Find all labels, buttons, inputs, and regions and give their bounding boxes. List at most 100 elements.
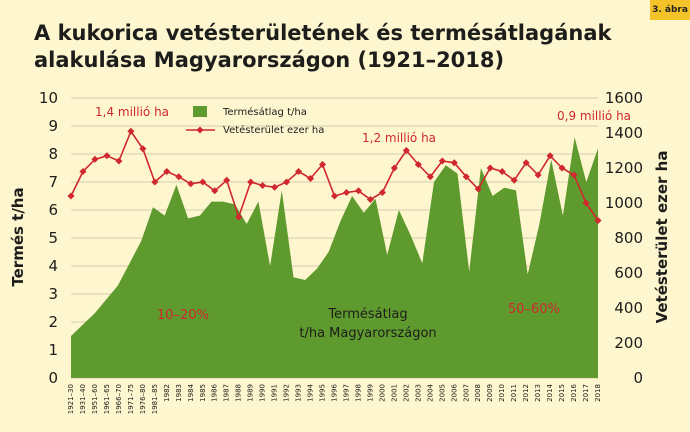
x-tick-label: 2000: [378, 384, 386, 402]
area-point: [91, 155, 99, 163]
x-tick-label: 2010: [498, 384, 506, 402]
area-point: [247, 178, 255, 186]
left-tick-label: 5: [48, 229, 58, 247]
area-point: [522, 159, 530, 167]
center-label-line-1: Termésátlag: [327, 307, 407, 322]
area-point: [235, 213, 243, 221]
x-tick-label: 1996: [331, 383, 339, 401]
x-tick-label: 2015: [558, 384, 566, 402]
area-point: [486, 164, 494, 172]
figure-label-badge: 3. ábra: [650, 0, 690, 20]
x-tick-label: 2014: [546, 383, 554, 401]
chart-title: A kukorica vetésterületének és termésátl…: [34, 20, 634, 74]
x-tick-label: 2004: [426, 383, 434, 401]
x-tick-label: 1984: [187, 383, 195, 401]
right-axis-ticks: 0 200 400 600 800 1000 1200 1400 1600: [605, 89, 643, 387]
area-point: [318, 160, 327, 169]
x-tick-label: 2016: [570, 383, 578, 401]
area-point: [534, 171, 542, 179]
area-point: [271, 183, 279, 191]
area-point: [594, 216, 602, 225]
right-tick-label: 0: [633, 369, 643, 387]
left-tick-label: 7: [48, 173, 58, 191]
x-tick-label: 2002: [402, 384, 410, 402]
x-tick-label: 1982: [163, 384, 171, 402]
area-point: [354, 187, 362, 195]
x-tick-label: 1966–70: [115, 384, 123, 414]
right-tick-label: 1400: [605, 124, 643, 142]
annotation-50-60-percent: 50–60%: [508, 302, 560, 317]
x-tick-label: 1993: [295, 384, 303, 402]
x-tick-label: 1961–65: [103, 384, 111, 414]
x-tick-label: 2001: [390, 384, 398, 402]
x-tick-label: 2013: [534, 384, 542, 402]
left-axis-ticks: 0 1 2 3 4 5 6 7 8 9 10: [39, 89, 58, 387]
legend-area-swatch: [193, 106, 207, 117]
annotation-1-2-million-ha: 1,2 millió ha: [362, 131, 436, 145]
area-point: [115, 157, 123, 165]
area-point: [163, 167, 171, 176]
legend-area-label: Termésátlag t/ha: [222, 106, 307, 118]
left-tick-label: 1: [48, 341, 58, 359]
x-tick-label: 1981–85: [151, 384, 159, 414]
x-tick-label: 1971–75: [127, 384, 135, 414]
area-point: [259, 181, 267, 190]
annotation-10-20-percent: 10–20%: [157, 308, 209, 323]
area-point: [390, 164, 398, 172]
legend-line-marker: [196, 126, 204, 134]
right-tick-label: 200: [614, 334, 643, 352]
area-point: [187, 180, 195, 188]
right-axis-title: Vetésterület ezer ha: [653, 151, 671, 324]
x-tick-label: 1998: [354, 384, 362, 402]
annotation-0-9-million-ha: 0,9 millió ha: [557, 109, 631, 123]
x-tick-label: 1987: [223, 384, 231, 402]
x-tick-label: 1976–80: [139, 384, 147, 414]
left-tick-label: 3: [48, 285, 58, 303]
x-tick-label: 1995: [319, 384, 327, 402]
x-tick-label: 2009: [486, 384, 494, 402]
area-point: [570, 171, 578, 179]
area-point: [211, 187, 219, 195]
area-point: [402, 146, 410, 155]
left-tick-label: 0: [48, 369, 58, 387]
area-point: [151, 178, 159, 186]
x-tick-label: 1999: [366, 384, 374, 402]
area-point: [462, 173, 470, 181]
x-tick-label: 1986: [211, 383, 219, 401]
area-point: [378, 188, 386, 197]
area-point: [546, 152, 554, 160]
area-point: [175, 173, 183, 181]
x-tick-label: 2011: [510, 384, 518, 402]
area-point: [558, 164, 566, 172]
x-tick-label: 1988: [235, 384, 243, 402]
right-tick-label: 1600: [605, 89, 643, 107]
yield-area: [71, 137, 598, 378]
x-tick-label: 1921–30: [67, 384, 75, 414]
left-tick-label: 9: [48, 117, 58, 135]
left-tick-label: 10: [39, 89, 58, 107]
area-point: [127, 127, 135, 135]
left-tick-label: 2: [48, 313, 58, 331]
x-tick-label: 2012: [522, 384, 530, 402]
area-point: [582, 199, 590, 207]
left-axis-title: Termés t/ha: [9, 187, 27, 286]
left-tick-label: 4: [48, 257, 58, 275]
x-tick-label: 1931–40: [79, 384, 87, 414]
area-point: [67, 192, 75, 200]
area-point: [414, 160, 422, 169]
x-tick-label: 1990: [259, 384, 267, 402]
area-point: [139, 145, 147, 153]
x-tick-label: 2018: [594, 384, 602, 402]
area-point: [498, 167, 506, 176]
x-tick-label: 2005: [438, 384, 446, 402]
right-tick-label: 800: [614, 229, 643, 247]
area-point: [295, 167, 303, 176]
x-tick-label: 1991: [271, 384, 279, 402]
x-tick-label: 2003: [414, 384, 422, 402]
area-point: [426, 173, 434, 181]
right-tick-label: 1000: [605, 194, 643, 212]
area-point: [307, 174, 315, 183]
area-point: [283, 178, 291, 186]
chart-title-line-1: A kukorica vetésterületének és termésátl…: [34, 21, 612, 45]
